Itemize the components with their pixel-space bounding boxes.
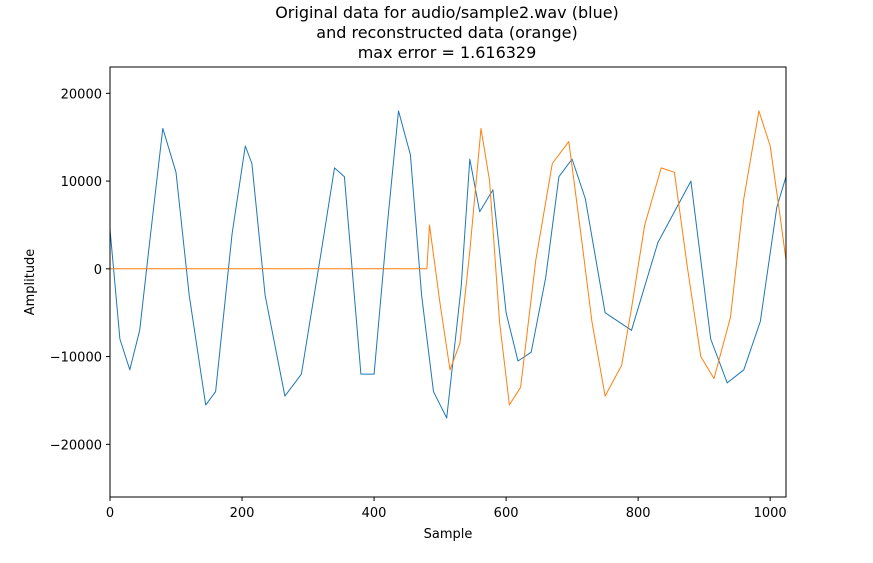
x-tick-label: 200 — [230, 506, 255, 521]
y-axis-label: Amplitude — [23, 249, 38, 316]
y-tick-label: −10000 — [50, 351, 102, 366]
x-tick-label: 800 — [626, 506, 651, 521]
x-tick-label: 600 — [494, 506, 519, 521]
series-line-0 — [110, 110, 786, 419]
x-axis: 0 200 400 600 800 1000 — [106, 497, 787, 521]
chart-title: Original data for audio/sample2.wav (blu… — [275, 3, 619, 62]
x-tick-label: 1000 — [754, 506, 787, 521]
y-tick-label: 20000 — [61, 87, 102, 102]
plot-area-frame — [109, 66, 787, 498]
y-axis: −20000 −10000 0 10000 20000 — [50, 87, 110, 453]
x-tick-label: 400 — [362, 506, 387, 521]
x-tick-label: 0 — [106, 506, 114, 521]
y-tick-label: 10000 — [61, 175, 102, 190]
x-axis-label: Sample — [424, 527, 473, 542]
chart-title-line-1: Original data for audio/sample2.wav (blu… — [275, 3, 619, 22]
chart-title-line-3: max error = 1.616329 — [358, 43, 537, 62]
y-tick-label: 0 — [94, 263, 102, 278]
chart-title-line-2: and reconstructed data (orange) — [316, 23, 577, 42]
series-line-1 — [110, 110, 786, 406]
y-tick-label: −20000 — [50, 438, 102, 453]
